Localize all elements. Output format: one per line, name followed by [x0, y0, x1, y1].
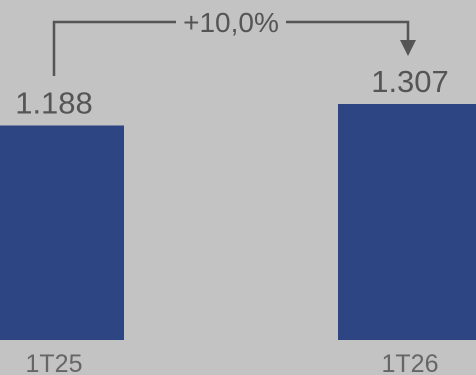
- value-label-1T25: 1.188: [15, 85, 93, 120]
- value-label-1T26: 1.307: [371, 64, 449, 99]
- bar-1T26: [338, 104, 476, 340]
- category-labels: 1T25 1T26: [26, 350, 439, 375]
- growth-annotation: +10,0%: [52, 7, 416, 76]
- growth-connector-line: [52, 20, 410, 76]
- category-label-1T26: 1T26: [382, 350, 439, 375]
- growth-arrowhead-icon: [400, 40, 416, 56]
- value-labels: 1.188 1.307: [15, 64, 449, 120]
- bar-1T25: [0, 125, 124, 341]
- growth-label: +10,0%: [183, 7, 279, 38]
- category-label-1T25: 1T25: [26, 350, 83, 375]
- bars: [0, 104, 476, 341]
